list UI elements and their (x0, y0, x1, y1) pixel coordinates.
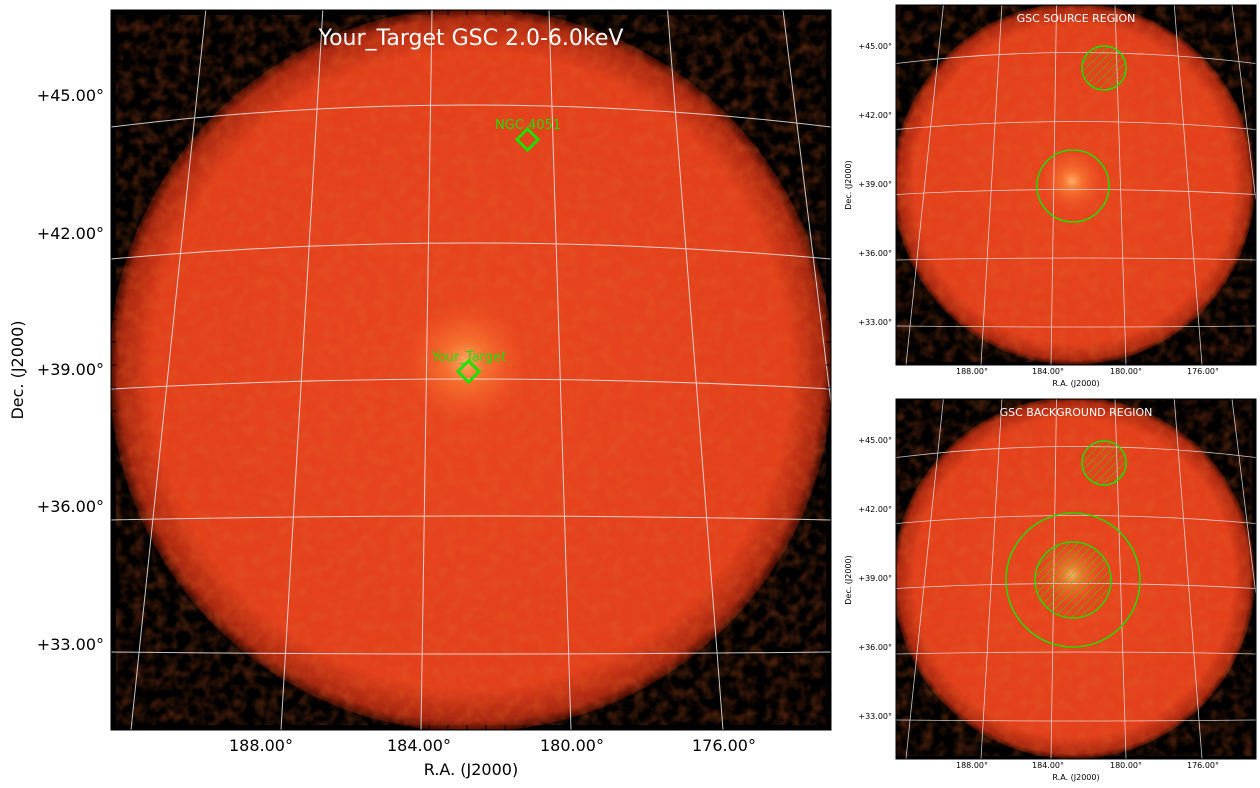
ra-grid-line (667, 10, 724, 730)
background-coordinate-grid (896, 399, 1256, 759)
main-x-tick-label: 188.00° (229, 736, 293, 755)
dec-grid-line (896, 719, 1256, 722)
main-x-axis-label: R.A. (J2000) (424, 760, 518, 779)
source-y-tick-label: +36.00° (858, 249, 892, 258)
main-title: Your_Target GSC 2.0-6.0keV (318, 26, 624, 51)
dec-grid-line (896, 257, 1256, 261)
main-y-tick-label: +33.00° (37, 635, 104, 654)
main-y-tick-label: +39.00° (37, 360, 104, 379)
background-x-tick-label: 180.00° (1110, 761, 1142, 770)
background-x-axis-label: R.A. (J2000) (1052, 773, 1099, 782)
ra-grid-line (782, 10, 831, 407)
main-y-tick-label: +42.00° (37, 224, 104, 243)
ra-grid-line (905, 5, 944, 365)
main-y-tick-label: +45.00° (37, 86, 104, 105)
background-annulus-inner (1034, 541, 1112, 619)
main-coordinate-grid (111, 10, 831, 730)
background-x-tick-label: 176.00° (1187, 761, 1219, 770)
background-panel-title: GSC BACKGROUND REGION (1000, 406, 1153, 419)
ra-grid-line (905, 399, 944, 759)
source-region-circle (1036, 149, 1110, 223)
source-x-tick-label: 180.00° (1110, 367, 1142, 376)
source-x-tick-label: 176.00° (1187, 367, 1219, 376)
main-tick-marks (111, 10, 831, 730)
source-y-tick-label: +33.00° (858, 318, 892, 327)
source-x-axis-label: R.A. (J2000) (1052, 379, 1099, 388)
source-y-tick-label: +45.00° (858, 42, 892, 51)
source-x-tick-label: 188.00° (956, 367, 988, 376)
source-panel-title: GSC SOURCE REGION (1017, 12, 1136, 25)
source-x-tick-label: 184.00° (1032, 367, 1064, 376)
main-panel: Your_Target GSC 2.0-6.0keV NGC 4051 Your… (8, 9, 832, 779)
background-x-tick-label: 184.00° (1032, 761, 1064, 770)
ra-grid-line (548, 10, 572, 730)
ra-grid-line (1173, 399, 1203, 759)
marker-ngc4051: NGC 4051 (495, 118, 561, 153)
main-y-tick-label: +36.00° (37, 497, 104, 516)
source-region-panel: GSC SOURCE REGION +45.00° +42.00° +39.00… (844, 4, 1257, 388)
source-plot-frame (895, 4, 1257, 366)
source-glow (1042, 151, 1102, 211)
main-x-tick-label: 176.00° (692, 736, 756, 755)
ra-grid-line (280, 10, 324, 730)
marker-your-target: Your_Target (431, 350, 506, 385)
dec-grid-line (111, 651, 831, 655)
background-plot-frame (895, 398, 1257, 760)
excluded-source-circle (1081, 45, 1127, 91)
your-target-label: Your_Target (431, 350, 506, 365)
dec-grid-line (896, 325, 1256, 328)
dec-grid-line (111, 515, 831, 521)
background-y-tick-label: +36.00° (858, 643, 892, 652)
dec-grid-line (896, 121, 1256, 130)
ngc4051-label: NGC 4051 (495, 118, 561, 133)
background-excluded-circle (1081, 440, 1127, 486)
background-region-panel: GSC BACKGROUND REGION +45.00° +42.00° +3… (844, 398, 1257, 782)
ra-grid-line (1231, 399, 1256, 599)
dec-grid-line (896, 446, 1256, 458)
ra-grid-line (1173, 5, 1203, 365)
dec-grid-line (896, 189, 1256, 195)
background-y-tick-label: +45.00° (858, 436, 892, 445)
source-y-tick-label: +42.00° (858, 111, 892, 120)
main-y-axis-label: Dec. (J2000) (8, 320, 27, 419)
dec-grid-line (896, 515, 1256, 524)
ra-grid-line (980, 399, 1003, 759)
dec-grid-line (111, 242, 831, 260)
main-plot-frame (110, 9, 832, 731)
dec-grid-line (896, 52, 1256, 64)
dec-grid-line (896, 651, 1256, 655)
ra-grid-line (420, 10, 433, 730)
ngc4051-diamond-icon (514, 126, 541, 153)
background-annulus-outer (1005, 512, 1141, 648)
source-y-axis-label: Dec. (J2000) (844, 160, 853, 210)
ra-grid-line (1231, 5, 1256, 205)
ra-grid-line (130, 10, 207, 730)
your-target-diamond-icon (455, 358, 482, 385)
ra-grid-line (980, 5, 1003, 365)
dec-grid-line (111, 104, 831, 128)
background-x-tick-label: 188.00° (956, 761, 988, 770)
background-y-tick-label: +33.00° (858, 712, 892, 721)
main-x-tick-label: 180.00° (540, 736, 604, 755)
background-y-tick-label: +42.00° (858, 505, 892, 514)
source-coordinate-grid (896, 5, 1256, 365)
background-y-axis-label: Dec. (J2000) (844, 555, 853, 605)
source-y-tick-label: +39.00° (858, 180, 892, 189)
background-y-tick-label: +39.00° (858, 574, 892, 583)
ra-grid-line (1050, 5, 1057, 365)
main-x-tick-label: 184.00° (387, 736, 451, 755)
